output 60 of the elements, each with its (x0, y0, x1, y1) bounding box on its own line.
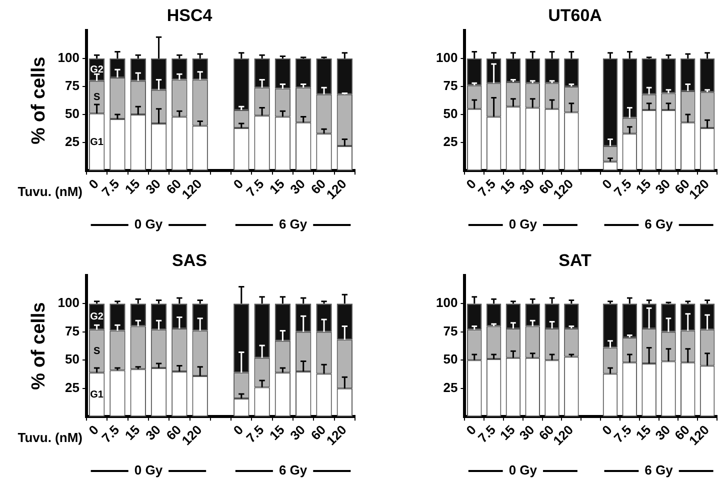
chart-title: SAS (172, 250, 207, 270)
series-label: G1 (90, 136, 104, 148)
y-tick-label: 25 (65, 380, 80, 395)
series-label: S (93, 346, 100, 357)
x-axis-title: Tuvu. (nM) (18, 430, 82, 446)
series-label: G1 (90, 389, 104, 400)
x-tick-label: 15 (632, 176, 654, 198)
x-tick-label: 7.5 (475, 422, 498, 446)
x-tick-label: 7.5 (98, 176, 122, 200)
x-tick-label: 30 (287, 422, 308, 444)
y-tick-label: 50 (65, 106, 80, 122)
y-tick-label: 75 (65, 323, 80, 338)
x-tick-label: 15 (497, 176, 518, 198)
x-tick-label: 30 (142, 176, 164, 198)
text: 0 Gy (508, 462, 538, 478)
chart-title: HSC4 (166, 6, 213, 25)
x-tick-label: 30 (652, 176, 674, 198)
series-label: S (93, 92, 100, 103)
y-tick-label: 75 (443, 78, 458, 94)
y-tick-label: 100 (58, 50, 80, 66)
text: 0 Gy (134, 462, 164, 478)
text: 6 Gy (278, 462, 308, 478)
x-tick-label: 30 (287, 176, 308, 198)
y-tick-label: 100 (436, 50, 458, 66)
y-tick-label: 25 (443, 134, 458, 150)
y-tick-label: 50 (443, 352, 458, 367)
x-axis-title: Tuvu. (nM) (18, 184, 82, 200)
x-tick-label: 15 (497, 422, 518, 444)
x-tick-label: 15 (266, 176, 288, 198)
x-tick-label: 30 (516, 422, 538, 444)
x-tick-label: 15 (122, 176, 143, 198)
x-tick-label: 30 (516, 176, 538, 198)
y-tick-label: 100 (436, 295, 458, 310)
x-tick-label: 30 (142, 422, 164, 444)
x-tick-label: 0 (86, 422, 102, 438)
y-tick-label: 25 (443, 380, 458, 395)
text: 6 Gy (278, 216, 308, 232)
x-tick-label: 15 (122, 422, 143, 444)
chart-title: UT60A (548, 6, 602, 25)
text: 0 Gy (508, 216, 538, 232)
y-tick-label: 50 (65, 352, 80, 367)
x-tick-label: 15 (632, 422, 654, 444)
y-tick-label: 50 (443, 106, 458, 122)
series-label: G2 (90, 64, 104, 76)
y-axis-title: % of cells (28, 56, 50, 144)
text: 6 Gy (644, 216, 674, 232)
x-tick-label: 15 (266, 422, 288, 444)
y-tick-label: 75 (443, 323, 458, 338)
chart-title: SAT (558, 250, 592, 270)
x-tick-label: 7.5 (98, 422, 122, 446)
x-tick-label: 30 (652, 422, 674, 444)
text: 0 Gy (134, 216, 164, 232)
x-tick-label: 0 (86, 176, 102, 192)
x-tick-label: 7.5 (475, 176, 498, 200)
text: 6 Gy (644, 462, 674, 478)
y-tick-label: 75 (65, 78, 80, 94)
series-label: G2 (90, 311, 104, 322)
y-axis-title: % of cells (28, 302, 50, 390)
y-tick-label: 100 (58, 295, 80, 310)
y-tick-label: 25 (65, 134, 80, 150)
